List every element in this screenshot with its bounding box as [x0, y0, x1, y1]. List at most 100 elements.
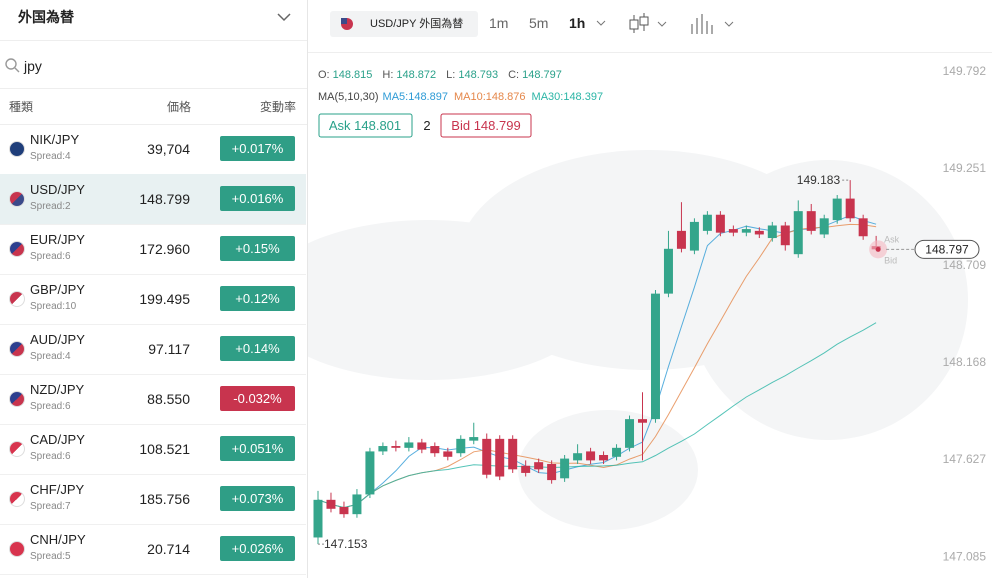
candle-body	[404, 442, 414, 448]
column-label[interactable]: 価格	[166, 100, 191, 114]
candle-body	[547, 463, 557, 481]
candle-body	[858, 218, 868, 237]
candle-body	[728, 229, 738, 233]
instrument-row[interactable]: USD/JPY Spread:2 148.799 +0.016%	[0, 174, 306, 225]
low-label: 147.153	[324, 537, 368, 551]
spread: Spread:4	[30, 151, 71, 162]
instrument-row[interactable]: CAD/JPY Spread:6 108.521 +0.051%	[0, 424, 306, 475]
interval-button[interactable]: 5m	[529, 15, 549, 31]
candle-body	[741, 229, 751, 233]
change-badge: -0.032%	[220, 386, 295, 411]
candle-body	[586, 451, 596, 461]
candle-body	[612, 447, 622, 457]
change-badge: +0.016%	[220, 186, 295, 211]
y-tick-label: 148.168	[943, 355, 987, 369]
price-tag-label: 148.797	[925, 242, 969, 256]
y-tick-label: 149.792	[943, 64, 987, 78]
candle-body	[663, 248, 673, 294]
interval-button[interactable]: 1m	[489, 15, 509, 31]
symbol: AUD/JPY	[30, 332, 85, 347]
instrument-row[interactable]: GBP/JPY Spread:10 199.495 +0.12%	[0, 274, 306, 325]
flag-icon	[9, 491, 25, 507]
price: 172.960	[139, 241, 190, 257]
candle-body	[689, 221, 699, 251]
bid-price: Bid 148.799	[451, 118, 520, 133]
candle-body	[417, 442, 427, 450]
price: 199.495	[139, 291, 190, 307]
bid-box	[440, 113, 532, 138]
y-tick-label: 147.085	[943, 549, 987, 563]
price: 148.799	[139, 191, 190, 207]
ma-value: MA5:148.897	[383, 91, 448, 103]
spread: Spread:6	[30, 401, 71, 412]
candle-body	[806, 211, 816, 231]
ma-title: MA(5,10,30)	[318, 91, 379, 103]
flag-icon	[9, 341, 25, 357]
symbol: USD/JPY	[30, 182, 85, 197]
chevron	[277, 13, 291, 22]
search-box[interactable]: jpy	[0, 41, 307, 89]
ask-box	[318, 113, 413, 138]
flag-icon	[341, 18, 353, 30]
candle-body	[638, 419, 647, 423]
instrument-row[interactable]: AUD/JPY Spread:4 97.117 +0.14%	[0, 324, 306, 375]
ask-mini: Ask	[884, 234, 900, 244]
symbol: CNH/JPY	[30, 532, 86, 547]
spread: Spread:5	[30, 551, 71, 562]
instrument-tab[interactable]: USD/JPY 外国為替	[330, 11, 478, 37]
interval-button[interactable]: 1h	[569, 15, 586, 31]
candle-body	[599, 454, 609, 461]
candle-body	[521, 465, 531, 473]
change-badge: +0.051%	[220, 436, 295, 461]
flag-icon	[9, 291, 25, 307]
sidebar: 外国為替 jpy 種類 価格 変動率 NIK/JPY Spread:4 39,704…	[0, 0, 308, 578]
flag-icon	[9, 141, 25, 157]
ohlc-value: 148.797	[522, 69, 562, 81]
instrument-row[interactable]: NIK/JPY Spread:4 39,704 +0.017%	[0, 124, 306, 175]
change-badge: +0.12%	[220, 286, 295, 311]
market-selector[interactable]: 外国為替	[0, 0, 307, 41]
change-badge: +0.15%	[220, 236, 295, 261]
price: 185.756	[139, 491, 190, 507]
candle-body	[391, 446, 401, 448]
spread: Spread:2	[30, 201, 71, 212]
chart-panel: USD/JPY 外国為替 1m 5m 1h O: 148.815 H: 148.872 L:…	[308, 0, 992, 578]
candle-body	[754, 230, 764, 235]
price: 39,704	[147, 141, 190, 157]
candle-body	[443, 451, 453, 457]
candle-body	[430, 446, 440, 454]
price: 108.521	[139, 441, 190, 457]
instrument-row[interactable]: NZD/JPY Spread:6 88.550 -0.032%	[0, 374, 306, 425]
candle-body	[780, 225, 790, 246]
map-shape	[688, 160, 968, 440]
candle-body	[819, 218, 829, 235]
instrument-row[interactable]: EUR/JPY Spread:6 172.960 +0.15%	[0, 224, 306, 275]
ask-price: Ask 148.801	[329, 118, 401, 133]
sidebar-title: 外国為替	[18, 9, 74, 25]
chart-tools[interactable]	[626, 12, 738, 36]
price-tag	[914, 239, 980, 259]
candle-body	[832, 198, 842, 221]
column-header: 種類 価格 変動率	[0, 89, 307, 125]
column-label[interactable]: 種類	[9, 100, 34, 114]
candle-body	[650, 293, 660, 420]
column-label[interactable]: 変動率	[259, 100, 296, 114]
price: 20.714	[147, 541, 190, 557]
symbol: NIK/JPY	[30, 132, 80, 147]
candle-body	[365, 451, 375, 495]
flag-icon	[9, 441, 25, 457]
ohlc-label: C:	[508, 69, 519, 81]
change-badge: +0.017%	[220, 136, 295, 161]
search-icon	[5, 58, 20, 73]
candle-body	[767, 225, 777, 239]
ohlc-label: H:	[382, 69, 393, 81]
instrument-row[interactable]: CHF/JPY Spread:7 185.756 +0.073%	[0, 474, 306, 525]
symbol: NZD/JPY	[30, 382, 85, 397]
instrument-row[interactable]: CNH/JPY Spread:5 20.714 +0.026%	[0, 524, 306, 575]
y-tick-label: 148.709	[943, 258, 987, 272]
symbol: CHF/JPY	[30, 482, 85, 497]
flag-icon	[9, 241, 25, 257]
candlestick-chart: O: 148.815 H: 148.872 L: 148.793 C: 148.797MA(5…	[308, 64, 987, 563]
ohlc-value: 148.793	[458, 69, 498, 81]
candle-body	[495, 438, 505, 477]
